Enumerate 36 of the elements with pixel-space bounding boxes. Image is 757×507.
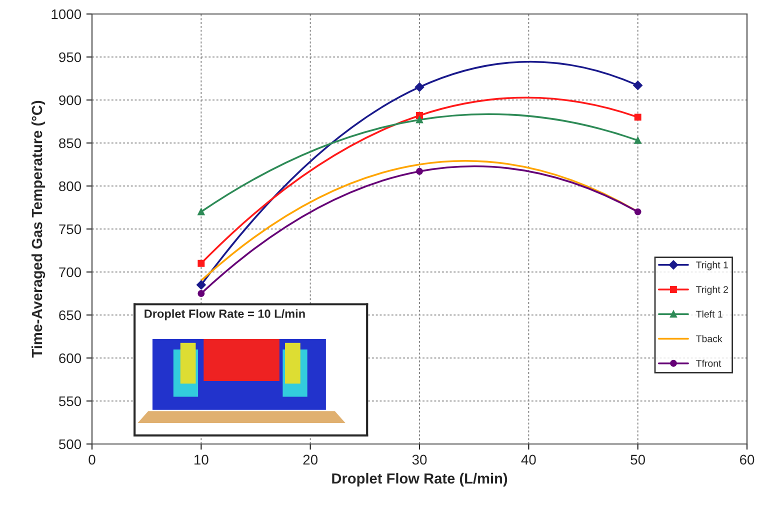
- legend-label: Tback: [696, 335, 722, 342]
- point: [633, 80, 642, 90]
- point: [416, 168, 423, 175]
- x-tick-label: 40: [521, 454, 536, 465]
- y-tick-label: 850: [59, 138, 82, 148]
- x-axis-title: Droplet Flow Rate (L/min): [332, 472, 508, 487]
- y-axis-title: Time-Averaged Gas Temperature (°C): [31, 100, 46, 358]
- y-tick-label: 900: [59, 95, 82, 106]
- y-tick-label: 950: [59, 52, 82, 62]
- point: [414, 82, 424, 92]
- y-tick-label: 600: [59, 353, 82, 364]
- point: [416, 116, 423, 124]
- point: [198, 290, 205, 297]
- x-tick-label: 60: [740, 454, 754, 465]
- y-tick-label: 1000: [52, 9, 82, 20]
- x-tick-label: 0: [88, 454, 96, 465]
- legend-label: Tright 2: [696, 286, 728, 295]
- point: [198, 260, 205, 267]
- y-tick-label: 700: [59, 267, 82, 278]
- y-tick-label: 800: [59, 181, 82, 192]
- point: [196, 280, 206, 290]
- legend-label: Tright 1: [696, 261, 728, 270]
- point: [634, 136, 642, 144]
- point: [634, 114, 642, 121]
- y-tick-label: 550: [58, 396, 82, 406]
- point: [634, 208, 642, 216]
- point: [198, 208, 205, 216]
- legend-label: Tfront: [696, 360, 722, 367]
- x-tick-label: 30: [412, 454, 427, 465]
- y-tick-label: 750: [59, 224, 82, 234]
- x-tick-label: 20: [303, 454, 318, 465]
- y-tick-label: 500: [58, 439, 82, 450]
- y-tick-label: 650: [59, 310, 82, 320]
- x-tick-label: 10: [194, 454, 208, 465]
- legend-label: Tleft 1: [696, 310, 722, 318]
- x-tick-label: 50: [630, 454, 646, 465]
